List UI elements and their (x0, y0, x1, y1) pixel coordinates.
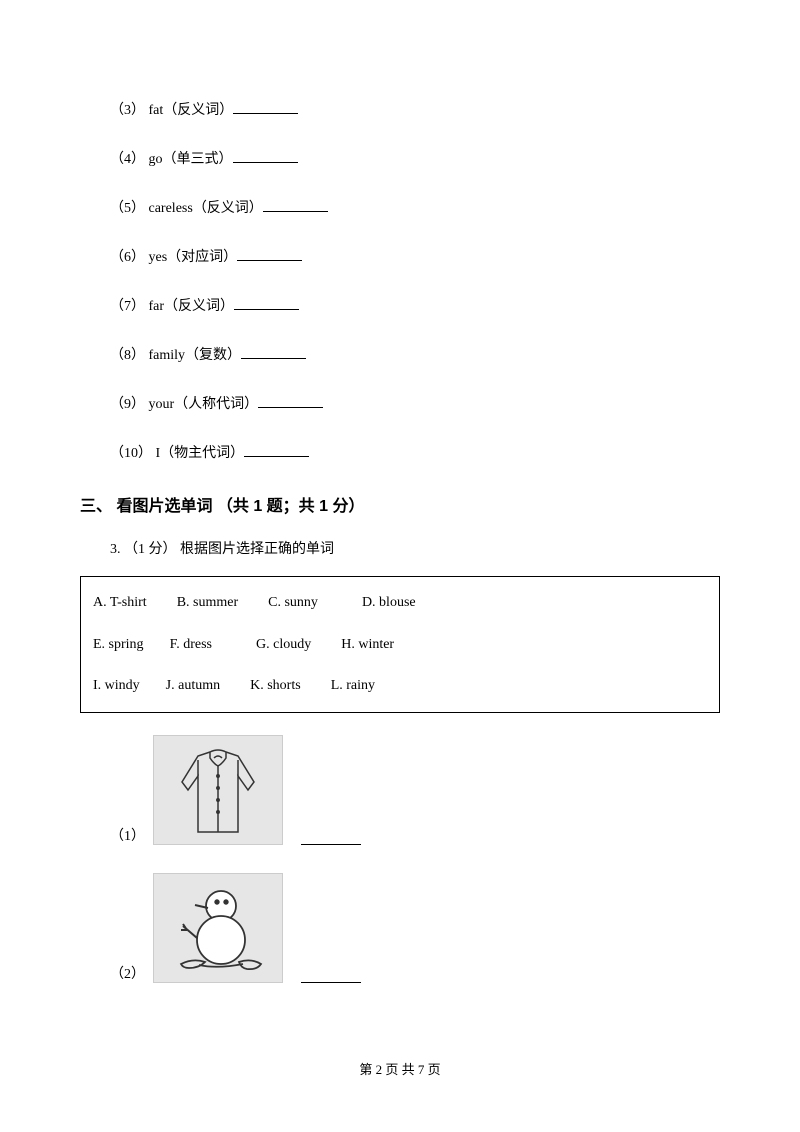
prompt-num: 3. (110, 542, 121, 557)
answer-blank[interactable] (233, 100, 298, 114)
blouse-image (153, 735, 283, 845)
prompt-text: 根据图片选择正确的单词 (180, 542, 334, 557)
answer-blank[interactable] (301, 969, 361, 983)
question-prompt: 3. （1 分） 根据图片选择正确的单词 (80, 538, 720, 558)
q-note: （反义词） (164, 299, 234, 314)
word-choice: B. summer (177, 593, 238, 613)
question-item: （6） yes（对应词） (110, 247, 720, 268)
word-choice-box: A. T-shirt B. summer C. sunny D. blouse E. … (80, 576, 720, 713)
q-num: （4） (110, 152, 145, 167)
word-choice: K. shorts (250, 676, 301, 696)
word-choice: D. blouse (362, 593, 416, 613)
word-row: E. spring F. dress G. cloudy H. winter (93, 635, 707, 655)
question-item: （10） I（物主代词） (110, 443, 720, 464)
word-choice: L. rainy (331, 676, 375, 696)
q-note: （反义词） (193, 201, 263, 216)
word-choice: E. spring (93, 635, 144, 655)
q-num: （6） (110, 250, 145, 265)
question-item: （7） far（反义词） (110, 296, 720, 317)
question-item: （3） fat（反义词） (110, 100, 720, 121)
answer-blank[interactable] (237, 247, 302, 261)
q-num: （8） (110, 348, 145, 363)
q-note: （物主代词） (160, 446, 244, 461)
answer-blank[interactable] (241, 345, 306, 359)
word-choice: H. winter (341, 635, 394, 655)
picture-question-item: （1） (80, 735, 720, 845)
word-row: I. windy J. autumn K. shorts L. rainy (93, 676, 707, 696)
q-num: （10） (110, 446, 152, 461)
question-item: （4） go（单三式） (110, 149, 720, 170)
question-item: （5） careless（反义词） (110, 198, 720, 219)
answer-blank[interactable] (301, 831, 361, 845)
answer-blank[interactable] (244, 443, 309, 457)
answer-blank[interactable] (233, 149, 298, 163)
q-num: （7） (110, 299, 145, 314)
q-note: （单三式） (163, 152, 233, 167)
q-num: （3） (110, 103, 145, 118)
answer-blank[interactable] (258, 394, 323, 408)
q-word: go (149, 152, 163, 167)
word-choice: F. dress (170, 635, 212, 655)
word-choice: I. windy (93, 676, 140, 696)
snowman-image (153, 873, 283, 983)
word-choice: J. autumn (166, 676, 220, 696)
picture-num: （2） (110, 963, 145, 983)
q-num: （5） (110, 201, 145, 216)
q-word: careless (149, 201, 193, 216)
word-transform-list: （3） fat（反义词） （4） go（单三式） （5） careless（反义… (80, 100, 720, 464)
q-word: yes (149, 250, 168, 265)
word-choice: A. T-shirt (93, 593, 147, 613)
question-item: （9） your（人称代词） (110, 394, 720, 415)
q-word: fat (149, 103, 164, 118)
word-row: A. T-shirt B. summer C. sunny D. blouse (93, 593, 707, 613)
q-note: （复数） (185, 348, 241, 363)
page-footer: 第 2 页 共 7 页 (0, 1059, 800, 1078)
q-num: （9） (110, 397, 145, 412)
answer-blank[interactable] (234, 296, 299, 310)
prompt-points: （1 分） (124, 542, 177, 557)
q-note: （反义词） (163, 103, 233, 118)
picture-question-item: （2） (80, 873, 720, 983)
q-note: （人称代词） (174, 397, 258, 412)
picture-num: （1） (110, 825, 145, 845)
answer-blank[interactable] (263, 198, 328, 212)
q-word: family (149, 348, 186, 363)
q-word: far (149, 299, 165, 314)
q-note: （对应词） (167, 250, 237, 265)
q-word: your (149, 397, 175, 412)
section-heading: 三、 看图片选单词 （共 1 题；共 1 分） (80, 492, 720, 516)
question-item: （8） family（复数） (110, 345, 720, 366)
word-choice: G. cloudy (256, 635, 311, 655)
word-choice: C. sunny (268, 593, 318, 613)
